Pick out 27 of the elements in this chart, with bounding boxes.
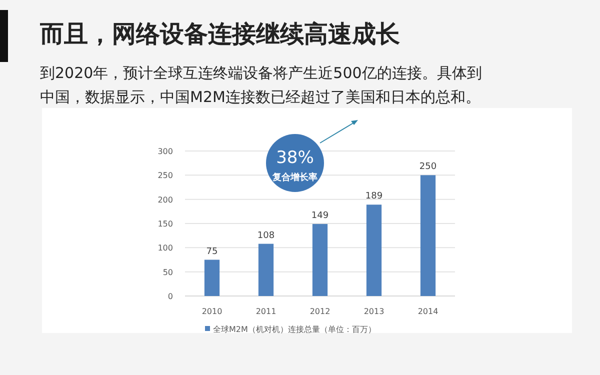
x-tick-label: 2010 [202, 307, 222, 316]
y-tick-label: 100 [158, 244, 173, 253]
y-tick-label: 150 [158, 220, 173, 228]
y-tick-label: 200 [158, 195, 173, 204]
y-tick-label: 250 [158, 171, 173, 180]
data-label: 189 [365, 192, 383, 202]
y-tick-label: 50 [162, 268, 173, 277]
annotation: 38% [276, 148, 314, 168]
data-label: 108 [257, 230, 275, 241]
annotation: 复合增长率 [272, 172, 318, 183]
bar [204, 260, 220, 296]
data-label: 75 [206, 246, 218, 257]
bar [312, 224, 328, 296]
legend-label: 全球M2M（机对机）连接总量（单位：百万） [213, 325, 376, 334]
y-tick-label: 0 [168, 292, 173, 301]
chart-subtitle: 到2020年，预计全球互连终端设备将产生近500亿的连接。具体到中国，数据显示，中国M2M连接数已经超过了美国和日本的总和。 [40, 64, 482, 106]
y-tick-label: 300 [158, 147, 173, 156]
chart-title: 而且，网络设备连接继续高速成长 [39, 20, 400, 48]
bar [420, 175, 436, 296]
x-tick-label: 2011 [256, 307, 276, 316]
bar [258, 244, 274, 296]
x-tick-label: 2013 [364, 307, 384, 316]
data-label: 149 [311, 210, 329, 221]
data-label: 250 [419, 162, 437, 172]
x-tick-label: 2012 [310, 307, 330, 316]
x-tick-label: 2014 [418, 307, 438, 316]
bar [366, 204, 382, 296]
